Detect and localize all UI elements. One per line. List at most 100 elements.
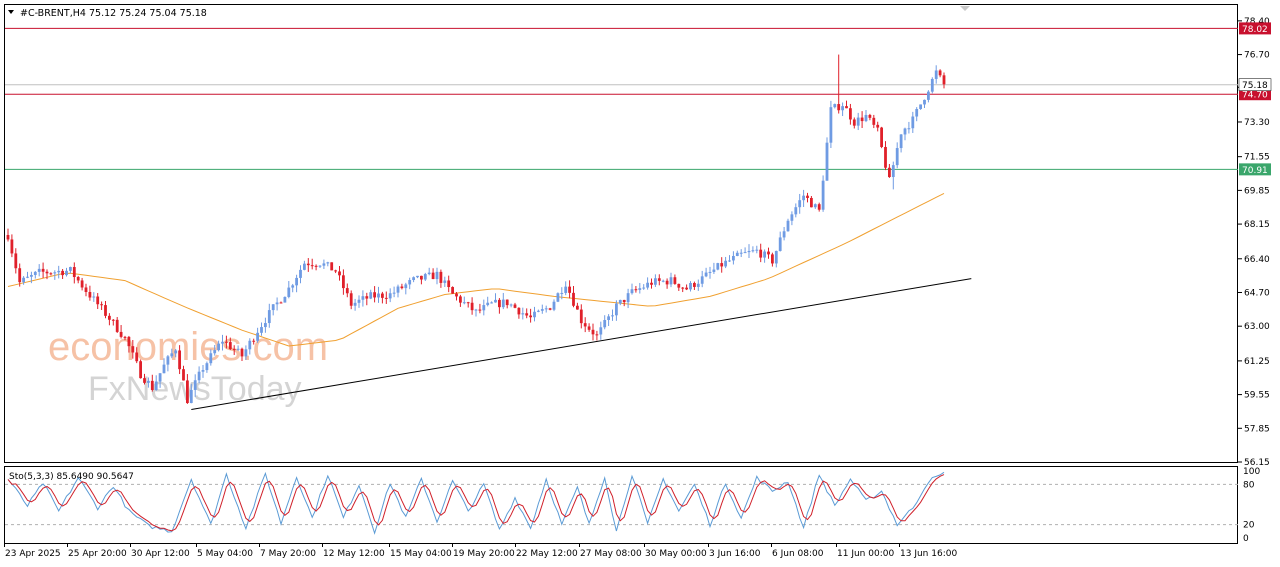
candle-up: [930, 78, 934, 92]
level-tag: [1239, 22, 1271, 35]
time-tick-label: 11 Jun 00:00: [837, 549, 894, 559]
candle-up: [158, 373, 162, 382]
candle-up: [821, 180, 825, 210]
candle-down: [665, 280, 669, 285]
candle-up: [552, 301, 556, 310]
candle-down: [517, 307, 521, 315]
candle-up: [283, 296, 287, 303]
candle-down: [80, 280, 84, 288]
time-tick-label: 30 May 00:00: [645, 549, 707, 559]
level-tag-label: 78.02: [1242, 25, 1268, 35]
time-tick-label: 22 May 12:00: [516, 549, 578, 559]
candle-up: [540, 309, 544, 311]
price-tick-label: 64.70: [1244, 288, 1270, 298]
price-tick-label: 69.85: [1244, 186, 1270, 196]
candle-down: [131, 346, 135, 353]
scroll-arrow-icon[interactable]: [960, 6, 970, 11]
candle-up: [435, 271, 439, 280]
candle-down: [373, 292, 376, 298]
candle-down: [572, 292, 575, 306]
stochastic-title: Sto(5,3,3) 85.6490 90.5647: [9, 472, 134, 482]
candle-up: [739, 252, 743, 254]
candle-down: [225, 341, 228, 343]
candle-up: [927, 91, 930, 100]
time-tick-label: 19 May 20:00: [453, 549, 515, 559]
candle-down: [310, 265, 314, 267]
candle-up: [747, 250, 751, 253]
candle-down: [677, 283, 681, 288]
stoch-tick-label: 0: [1243, 534, 1249, 544]
candle-up: [841, 106, 844, 111]
candle-up: [833, 104, 837, 108]
candle-up: [494, 299, 497, 303]
candle-up: [326, 262, 330, 264]
candle-up: [174, 350, 178, 354]
candle-up: [802, 195, 805, 201]
candle-down: [186, 380, 189, 404]
stoch-tick-label: 100: [1243, 467, 1260, 477]
candle-up: [700, 276, 704, 284]
candle-up: [287, 287, 291, 297]
candle-down: [6, 234, 10, 240]
candle-down: [498, 299, 501, 308]
candle-down: [505, 299, 509, 306]
time-tick-label: 5 May 04:00: [197, 549, 253, 559]
candle-up: [69, 267, 72, 271]
candle-up: [65, 270, 68, 276]
trendline: [191, 278, 972, 410]
candle-up: [162, 364, 166, 374]
chevron-down-icon[interactable]: [8, 10, 14, 14]
candle-up: [357, 299, 361, 303]
candle-up: [408, 280, 412, 285]
candle-down: [548, 308, 552, 310]
candle-up: [856, 117, 860, 126]
candle-down: [338, 271, 341, 276]
stochastic-lines: [5, 471, 1238, 535]
candle-up: [53, 272, 57, 274]
candle-up: [33, 271, 37, 275]
candle-down: [852, 119, 856, 126]
level-tag: [1239, 88, 1271, 101]
stoch-main-line: [7, 471, 945, 535]
candle-up: [396, 286, 400, 293]
price-tick-label: 66.40: [1244, 255, 1270, 265]
candle-down: [381, 293, 384, 298]
candle-down: [420, 275, 423, 280]
candle-up: [626, 293, 630, 303]
candle-down: [182, 369, 185, 381]
candle-down: [61, 270, 64, 276]
candle-down: [583, 323, 587, 327]
candle-up: [669, 277, 673, 285]
candle-up: [560, 292, 564, 294]
candle-up: [221, 341, 224, 344]
level-tag-label: 74.70: [1242, 91, 1268, 101]
candle-up: [533, 311, 536, 318]
candle-down: [18, 268, 22, 283]
price-tick-label: 71.55: [1244, 153, 1270, 163]
candle-down: [860, 117, 864, 122]
candle-up: [763, 251, 766, 258]
time-tick-label: 7 May 20:00: [260, 549, 316, 559]
candle-up: [646, 282, 649, 288]
candle-up: [213, 350, 217, 354]
candle-up: [696, 283, 700, 287]
candle-down: [100, 304, 103, 306]
candle-up: [911, 116, 915, 129]
candle-up: [193, 380, 197, 390]
candle-up: [490, 302, 493, 304]
candle-up: [361, 296, 365, 300]
candle-down: [685, 287, 688, 290]
candle-up: [915, 109, 919, 117]
candle-up: [509, 304, 513, 306]
candle-up: [30, 274, 33, 277]
candle-down: [127, 336, 131, 347]
stochastic-axis: 100 80 20 0: [1243, 467, 1260, 544]
candles: [6, 54, 946, 404]
stoch-tick-label: 80: [1243, 480, 1255, 490]
candle-up: [264, 323, 267, 328]
candle-up: [813, 204, 817, 208]
candle-up: [217, 343, 220, 351]
candle-down: [942, 75, 946, 85]
candle-down: [657, 278, 661, 281]
price-tick-label: 56.15: [1244, 458, 1270, 468]
